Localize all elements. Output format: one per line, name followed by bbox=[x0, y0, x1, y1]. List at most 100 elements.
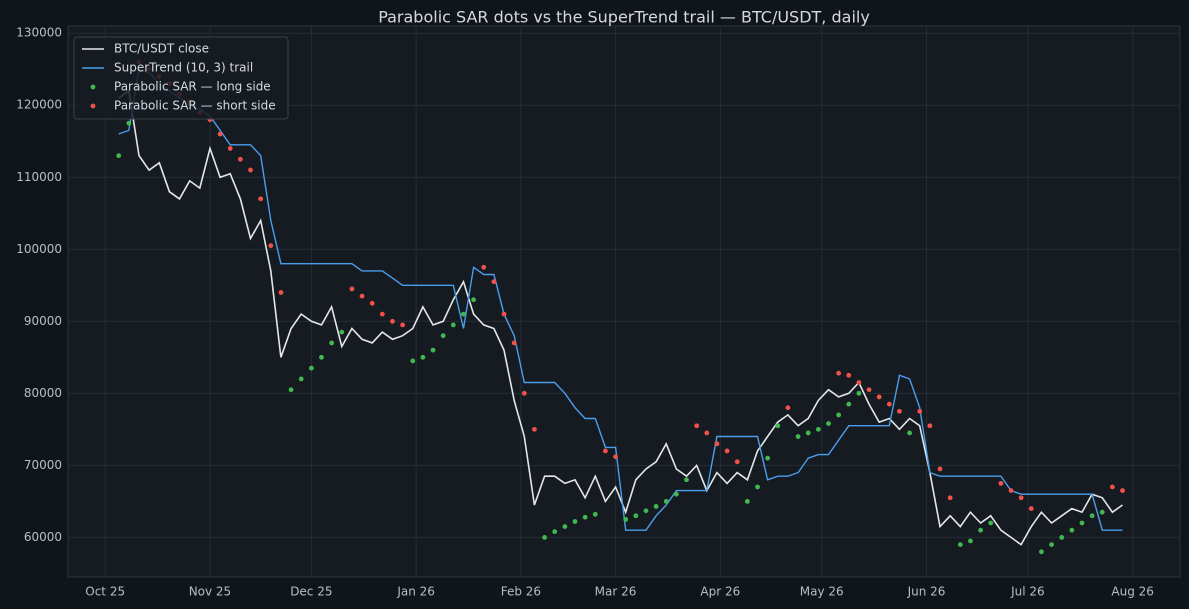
sar-dot bbox=[552, 529, 558, 535]
sar-dot bbox=[450, 322, 456, 328]
sar-dot bbox=[248, 167, 253, 173]
sar-dot bbox=[684, 477, 689, 483]
y-tick-label: 100000 bbox=[16, 242, 62, 256]
y-tick-label: 90000 bbox=[24, 314, 62, 328]
sar-dot bbox=[917, 408, 923, 414]
sar-dot bbox=[217, 131, 223, 137]
sar-dot bbox=[532, 426, 537, 432]
sar-dot bbox=[653, 504, 659, 509]
sar-dot bbox=[613, 454, 618, 460]
legend-label: BTC/USDT close bbox=[114, 42, 209, 56]
sar-dot bbox=[1079, 520, 1085, 526]
sar-dot bbox=[1018, 495, 1024, 501]
legend-swatch bbox=[90, 84, 96, 90]
sar-dot bbox=[947, 495, 953, 501]
sar-dot bbox=[805, 430, 811, 436]
sar-dot bbox=[876, 394, 882, 400]
sar-dot bbox=[846, 401, 852, 407]
sar-dot bbox=[1099, 509, 1105, 515]
legend: BTC/USDT close SuperTrend (10, 3) trail Pa… bbox=[73, 36, 289, 120]
sar-dot bbox=[369, 300, 375, 306]
sar-dot bbox=[1039, 549, 1044, 555]
x-tick-label: Oct 25 bbox=[85, 585, 125, 599]
x-tick-label: Mar 26 bbox=[595, 585, 637, 599]
sar-dot bbox=[927, 423, 933, 429]
sar-dot bbox=[390, 318, 395, 324]
y-tick-label: 120000 bbox=[16, 98, 62, 112]
sar-dot bbox=[1110, 484, 1115, 490]
sar-dot bbox=[511, 340, 517, 346]
x-tick-label: Aug 26 bbox=[1111, 585, 1154, 599]
legend-label: SuperTrend (10, 3) trail bbox=[114, 61, 253, 75]
sar-dot bbox=[268, 243, 274, 249]
sar-dot bbox=[237, 156, 243, 162]
series-line bbox=[118, 89, 1123, 546]
sar-dot bbox=[491, 279, 497, 285]
sar-dot bbox=[1089, 513, 1095, 519]
sar-dot bbox=[633, 513, 639, 519]
sar-dot bbox=[258, 196, 264, 202]
legend-box bbox=[73, 36, 289, 120]
sar-dot bbox=[886, 401, 892, 407]
sar-dot bbox=[461, 311, 466, 317]
sar-dot bbox=[846, 372, 852, 378]
sar-dot bbox=[724, 448, 730, 454]
sar-dot bbox=[359, 293, 365, 299]
series-line bbox=[118, 68, 1123, 531]
sar-dot bbox=[1049, 542, 1054, 547]
sar-dot bbox=[1069, 527, 1075, 533]
sar-dot bbox=[227, 146, 233, 151]
sar-dot bbox=[988, 520, 994, 526]
x-tick-label: Jun 26 bbox=[907, 585, 946, 599]
sar-dot bbox=[319, 354, 324, 360]
legend-label: Parabolic SAR — short side bbox=[114, 99, 276, 113]
sar-dot bbox=[592, 511, 598, 517]
sar-dot bbox=[349, 286, 355, 292]
sar-dot bbox=[126, 120, 132, 126]
y-tick-label: 110000 bbox=[16, 170, 62, 184]
sar-dot bbox=[430, 347, 436, 353]
sar-dot bbox=[744, 498, 750, 504]
y-tick-label: 60000 bbox=[24, 530, 62, 544]
x-tick-label: Feb 26 bbox=[501, 585, 541, 599]
sar-dot bbox=[298, 376, 304, 382]
sar-dot bbox=[897, 408, 902, 414]
sar-dot bbox=[643, 508, 649, 514]
x-tick-label: May 26 bbox=[800, 585, 844, 599]
sar-dot bbox=[673, 491, 679, 497]
x-tick-label: Jul 26 bbox=[1010, 585, 1045, 599]
sar-dot bbox=[795, 434, 801, 439]
sar-dot bbox=[704, 430, 710, 436]
y-tick-label: 80000 bbox=[24, 386, 62, 400]
sar-dot bbox=[116, 153, 122, 159]
sar-dot bbox=[542, 534, 547, 540]
sar-dot bbox=[379, 311, 385, 317]
sar-dot bbox=[663, 498, 669, 504]
x-tick-label: Dec 25 bbox=[290, 585, 332, 599]
sar-dot bbox=[1028, 506, 1034, 511]
sar-dot bbox=[978, 527, 983, 533]
sar-dot bbox=[582, 514, 588, 520]
sar-dot bbox=[308, 365, 314, 371]
legend-label: Parabolic SAR — long side bbox=[114, 80, 271, 94]
sar-dot bbox=[937, 466, 943, 472]
sar-dot bbox=[521, 390, 527, 396]
sar-dot bbox=[1008, 488, 1014, 493]
sar-dot bbox=[856, 390, 862, 396]
sar-dot bbox=[765, 455, 771, 461]
sar-dot bbox=[603, 448, 608, 454]
sar-dot bbox=[734, 459, 740, 465]
sar-dot bbox=[694, 423, 700, 429]
sar-dot bbox=[775, 423, 781, 429]
sar-dot bbox=[856, 380, 862, 385]
sar-dot bbox=[501, 311, 507, 317]
legend-swatch bbox=[90, 103, 96, 109]
sar-dot bbox=[440, 333, 446, 339]
sar-dot bbox=[410, 358, 416, 364]
sar-dot bbox=[1059, 534, 1065, 540]
sar-dot bbox=[968, 538, 973, 544]
chart-title: Parabolic SAR dots vs the SuperTrend tra… bbox=[378, 8, 870, 27]
x-tick-label: Nov 25 bbox=[189, 585, 232, 599]
